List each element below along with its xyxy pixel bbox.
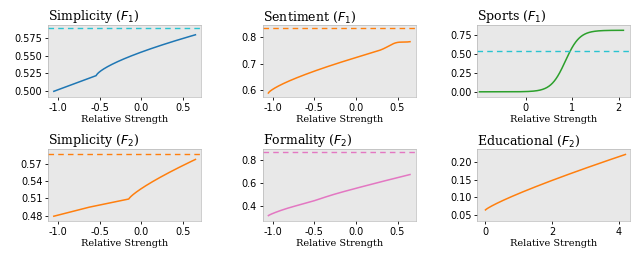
Text: Simplicity ($F_1$): Simplicity ($F_1$) — [48, 8, 140, 25]
Text: Sentiment ($F_1$): Sentiment ($F_1$) — [262, 9, 356, 25]
Text: Simplicity ($F_2$): Simplicity ($F_2$) — [48, 132, 140, 149]
Text: Formality ($F_2$): Formality ($F_2$) — [262, 132, 352, 149]
X-axis label: Relative Strength: Relative Strength — [81, 239, 168, 248]
Text: Sports ($F_1$): Sports ($F_1$) — [477, 8, 547, 25]
X-axis label: Relative Strength: Relative Strength — [510, 115, 597, 124]
X-axis label: Relative Strength: Relative Strength — [296, 115, 383, 124]
X-axis label: Relative Strength: Relative Strength — [510, 239, 597, 248]
X-axis label: Relative Strength: Relative Strength — [296, 239, 383, 248]
Text: Educational ($F_2$): Educational ($F_2$) — [477, 134, 580, 149]
X-axis label: Relative Strength: Relative Strength — [81, 115, 168, 124]
